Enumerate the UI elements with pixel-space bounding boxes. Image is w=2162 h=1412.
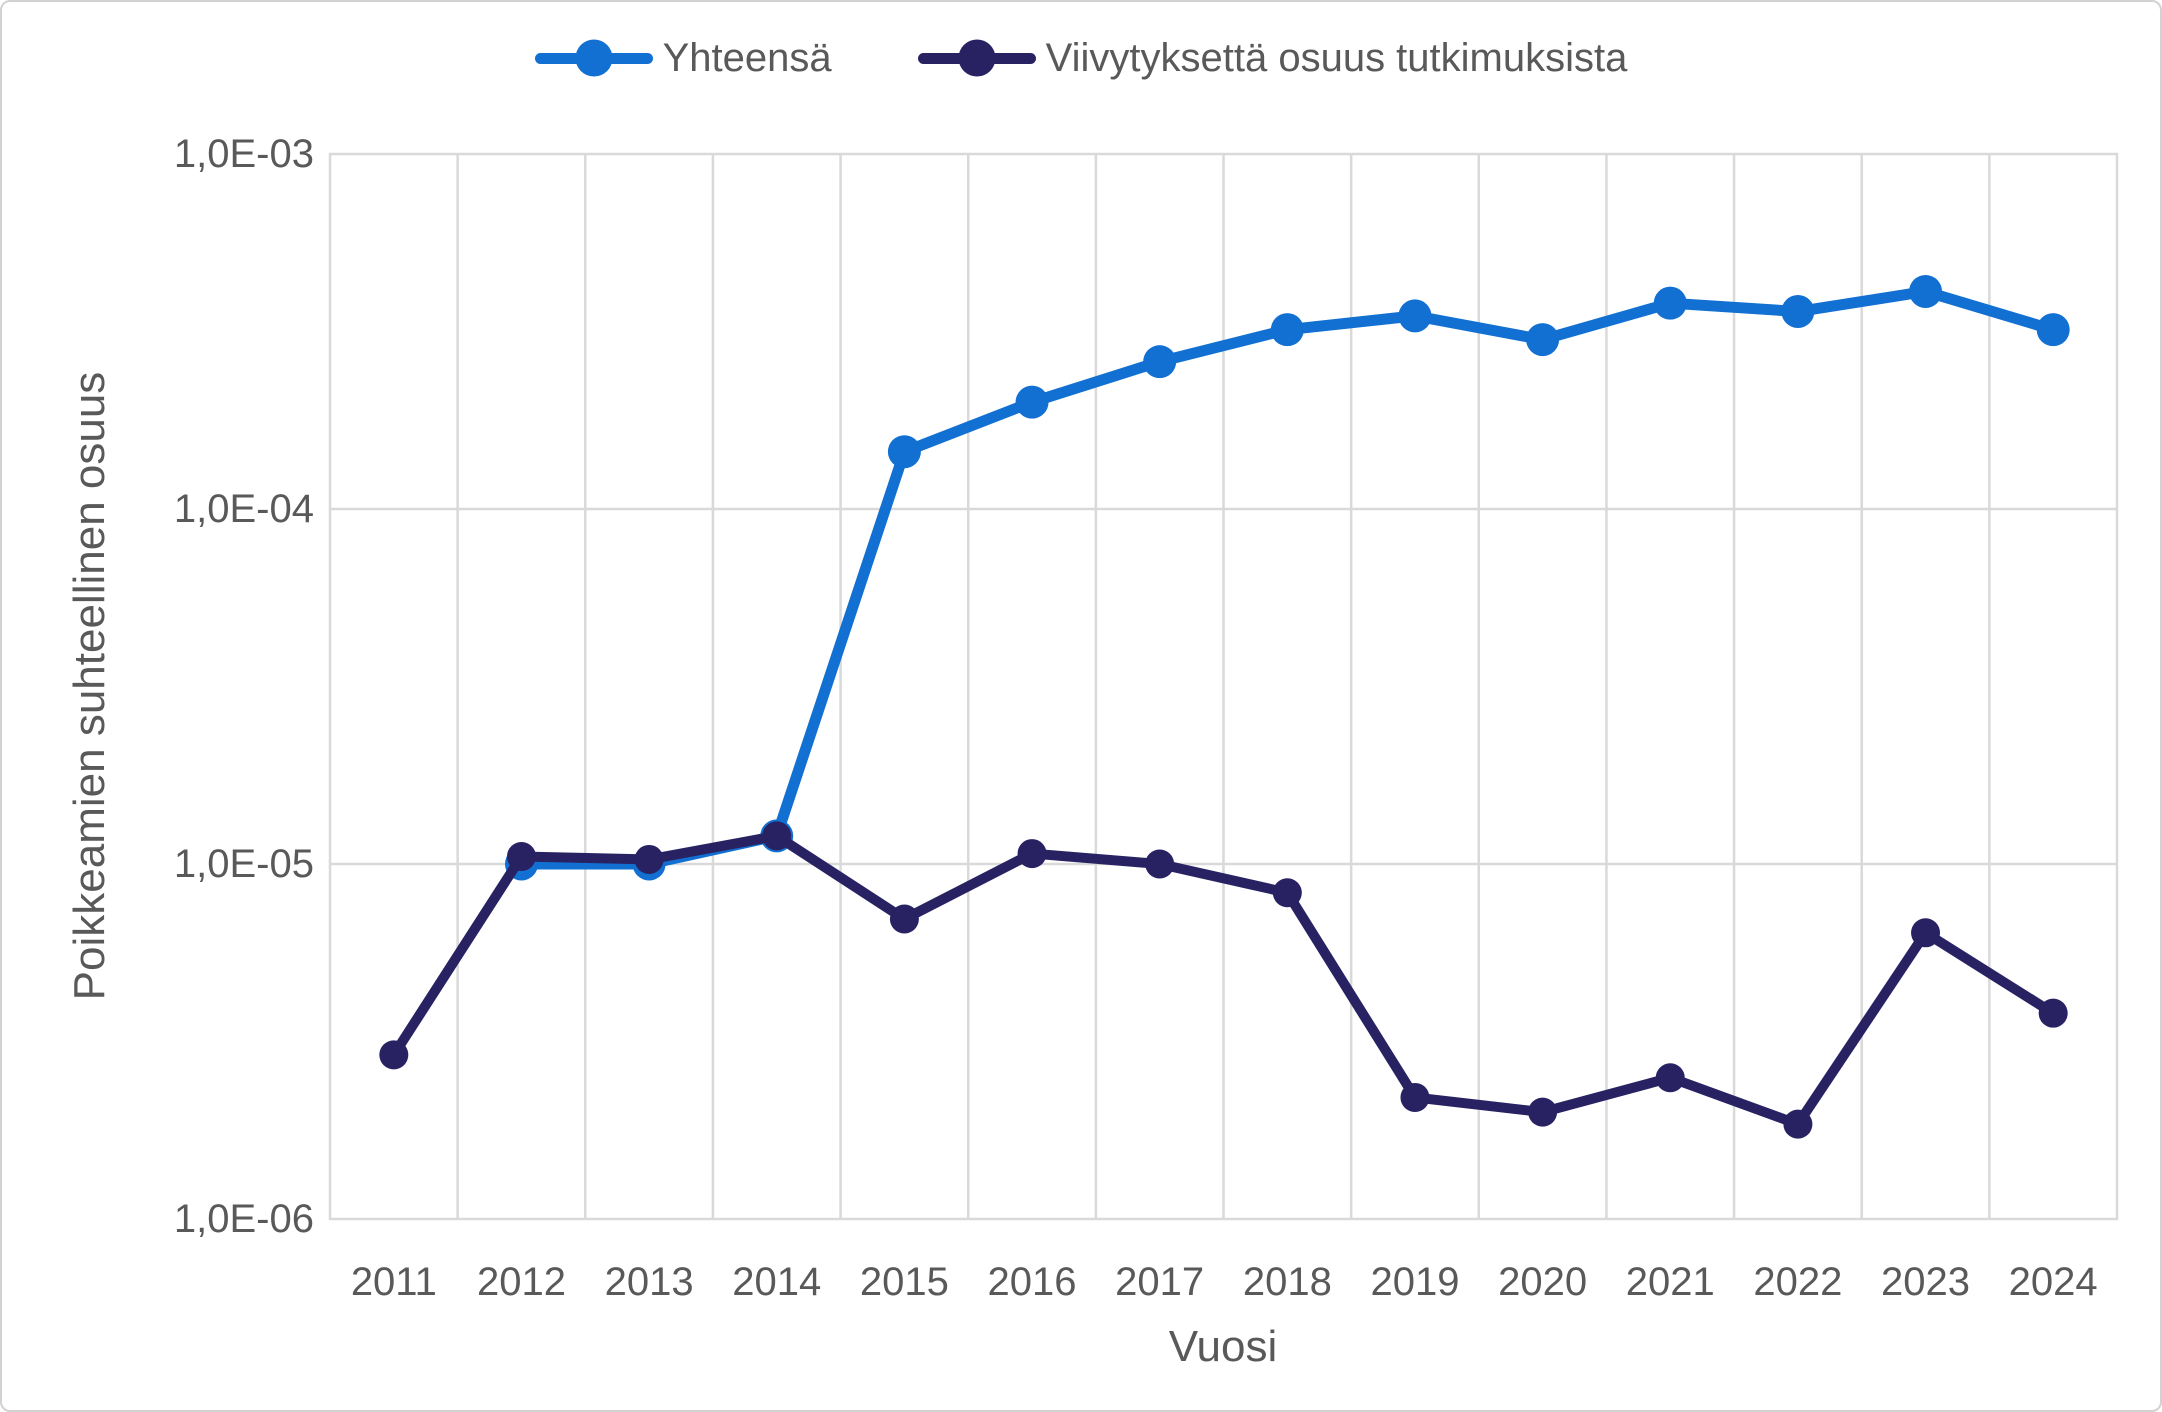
data-point-marker: [506, 841, 536, 871]
x-tick-label: 2020: [1498, 1260, 1587, 1304]
y-axis-title: Poikkeamien suhteellinen osuus: [65, 371, 114, 1001]
legend-line-marker-viivytyksetta: [917, 39, 1036, 77]
data-point-marker: [1655, 1063, 1685, 1093]
x-tick-label: 2019: [1370, 1260, 1459, 1304]
legend-line-marker-yhteensa: [534, 39, 653, 77]
x-tick-label: 2018: [1243, 1260, 1332, 1304]
data-point-marker: [2036, 313, 2070, 347]
series-yhteensa: [504, 274, 2070, 881]
legend-label-viivytyksetta: Viivytyksettä osuus tutkimuksista: [1045, 36, 1628, 80]
data-point-marker: [1272, 878, 1302, 908]
data-point-marker: [889, 904, 919, 934]
x-tick-label: 2024: [2009, 1260, 2098, 1304]
y-tick-label: 1,0E-05: [174, 842, 314, 886]
y-tick-label: 1,0E-04: [174, 487, 314, 531]
data-point-marker: [1781, 295, 1815, 329]
data-point-marker: [1653, 286, 1687, 320]
plot-border: [328, 152, 2119, 1221]
data-point-marker: [634, 844, 664, 874]
data-point-marker: [1143, 345, 1177, 379]
data-point-marker: [1909, 274, 1943, 308]
series-viivytyksetta: [379, 821, 2068, 1139]
series-line: [515, 285, 2059, 870]
data-point-marker: [1783, 1109, 1813, 1139]
data-point-marker: [1528, 1097, 1558, 1127]
legend: Yhteensä Viivytyksettä osuus tutkimuksis…: [2, 38, 2160, 78]
x-tick-label: 2015: [860, 1260, 949, 1304]
x-tick-label: 2012: [477, 1260, 566, 1304]
y-tick-label: 1,0E-06: [174, 1197, 314, 1241]
legend-dot-icon: [958, 39, 996, 77]
data-point-marker: [1145, 849, 1175, 879]
y-axis-tick-labels: 1,0E-03 1,0E-04 1,0E-05 1,0E-06: [174, 132, 314, 1241]
x-axis-tick-labels: 2011 2012 2013 2014 2015 2016 2017 2018 2019 2020…: [351, 1260, 2098, 1304]
gridlines: [330, 154, 2117, 1219]
data-point-marker: [1270, 313, 1304, 347]
data-point-marker: [762, 821, 792, 851]
x-tick-label: 2022: [1753, 1260, 1842, 1304]
x-tick-label: 2013: [605, 1260, 694, 1304]
x-axis-title: Vuosi: [1168, 1322, 1278, 1371]
data-point-marker: [2038, 998, 2068, 1028]
data-point-marker: [1398, 299, 1432, 333]
x-tick-label: 2023: [1881, 1260, 1970, 1304]
legend-item-viivytyksetta: Viivytyksettä osuus tutkimuksista: [917, 36, 1628, 80]
x-tick-label: 2021: [1626, 1260, 1715, 1304]
data-point-marker: [1526, 323, 1560, 357]
data-point-marker: [379, 1040, 409, 1070]
legend-label-yhteensa: Yhteensä: [662, 36, 832, 80]
data-point-marker: [1911, 918, 1941, 948]
legend-dot-icon: [575, 39, 613, 77]
legend-item-yhteensa: Yhteensä: [534, 36, 832, 80]
data-point-marker: [887, 435, 921, 469]
data-point-marker: [1015, 385, 1049, 419]
x-tick-label: 2017: [1115, 1260, 1204, 1304]
series-line: [388, 830, 2059, 1130]
data-point-marker: [1017, 839, 1047, 869]
x-tick-label: 2011: [351, 1260, 437, 1304]
x-tick-label: 2014: [732, 1260, 821, 1304]
y-tick-label: 1,0E-03: [174, 132, 314, 176]
x-tick-label: 2016: [988, 1260, 1077, 1304]
data-point-marker: [1400, 1082, 1430, 1112]
